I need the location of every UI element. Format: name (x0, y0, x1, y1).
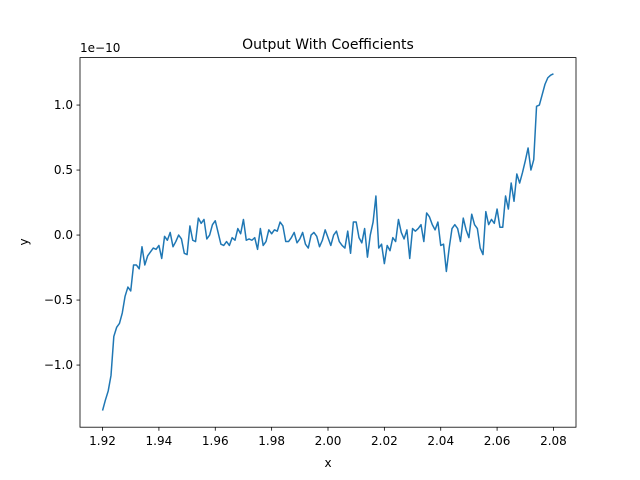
x-tick-label: 2.06 (484, 434, 511, 448)
x-tick-label: 2.00 (315, 434, 342, 448)
y-tick-label: −0.5 (44, 293, 73, 307)
y-offset-label: 1e−10 (80, 41, 120, 55)
y-tick-label: 0.5 (54, 163, 73, 177)
y-tick-label: 1.0 (54, 98, 73, 112)
x-axis-label: x (324, 456, 331, 470)
chart-title: Output With Coefficients (242, 37, 414, 53)
x-tick-label: 1.96 (202, 434, 229, 448)
x-tick-label: 2.04 (427, 434, 454, 448)
x-tick-label: 1.92 (89, 434, 116, 448)
axes-frame (79, 57, 577, 428)
y-tick-label: −1.0 (44, 358, 73, 372)
x-tick-label: 2.02 (371, 434, 398, 448)
x-tick-label: 1.98 (258, 434, 285, 448)
y-axis-label: y (17, 238, 31, 245)
y-tick-label: 0.0 (54, 228, 73, 242)
x-tick-label: 1.94 (146, 434, 173, 448)
data-line (101, 73, 554, 411)
x-tick-label: 2.08 (540, 434, 567, 448)
